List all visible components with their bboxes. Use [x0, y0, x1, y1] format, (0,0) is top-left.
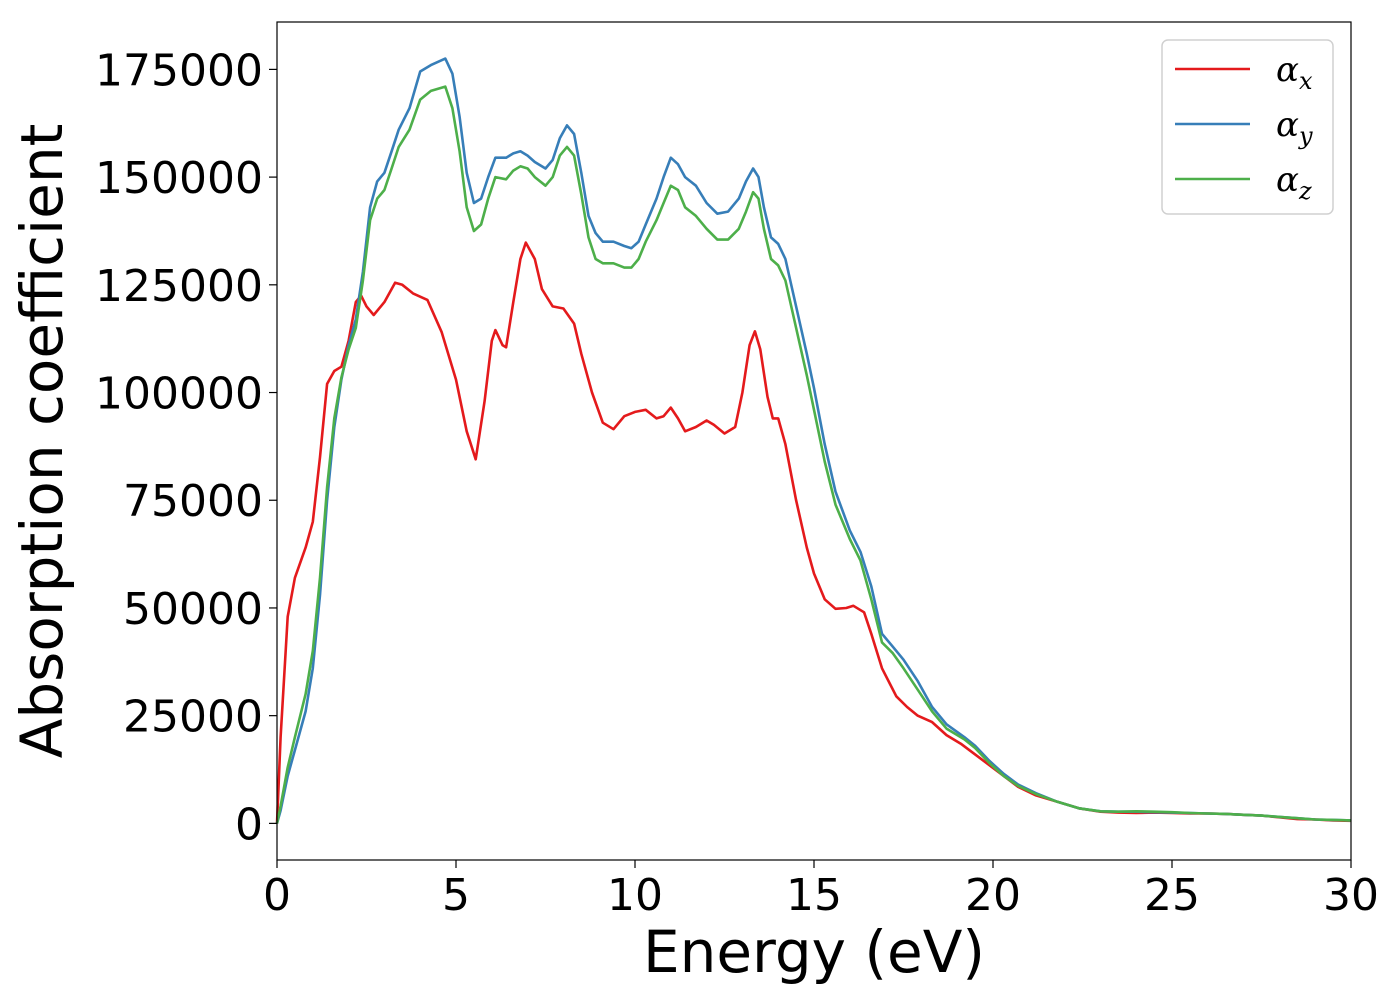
x-tick-label: 10: [607, 870, 663, 921]
y-tick-label: 100000: [95, 369, 263, 420]
x-tick-label: 15: [786, 870, 842, 921]
series-line-z: [275, 85, 1352, 824]
y-tick-label: 75000: [123, 476, 263, 527]
legend-label-y: αy: [1276, 105, 1313, 150]
legend-label-z: αz: [1276, 160, 1312, 205]
x-axis-title: Energy (eV): [643, 918, 985, 986]
x-tick-label: 20: [965, 870, 1021, 921]
legend: αx αy αz: [1161, 39, 1334, 215]
x-tick-label: 25: [1144, 870, 1200, 921]
legend-label-x: αx: [1276, 50, 1313, 95]
y-tick-label: 25000: [123, 692, 263, 743]
y-tick-label: 150000: [95, 153, 263, 204]
y-tick-label: 175000: [95, 45, 263, 96]
y-axis-title: Absorption coefficient: [8, 124, 76, 759]
y-tick-label: 125000: [95, 261, 263, 312]
x-tick-label: 5: [442, 870, 470, 921]
x-tick-label: 30: [1323, 870, 1379, 921]
y-tick-label: 50000: [123, 584, 263, 635]
series-layer: [275, 57, 1352, 824]
legend-box: [1161, 39, 1334, 215]
y-tick-label: 0: [235, 799, 263, 850]
x-axis: 0 5 10 15 20 25 30: [263, 860, 1379, 921]
y-axis: 0 25000 50000 75000 100000 125000 150000 175000: [95, 45, 277, 850]
series-line-x: [275, 241, 1352, 824]
x-tick-label: 0: [263, 870, 291, 921]
